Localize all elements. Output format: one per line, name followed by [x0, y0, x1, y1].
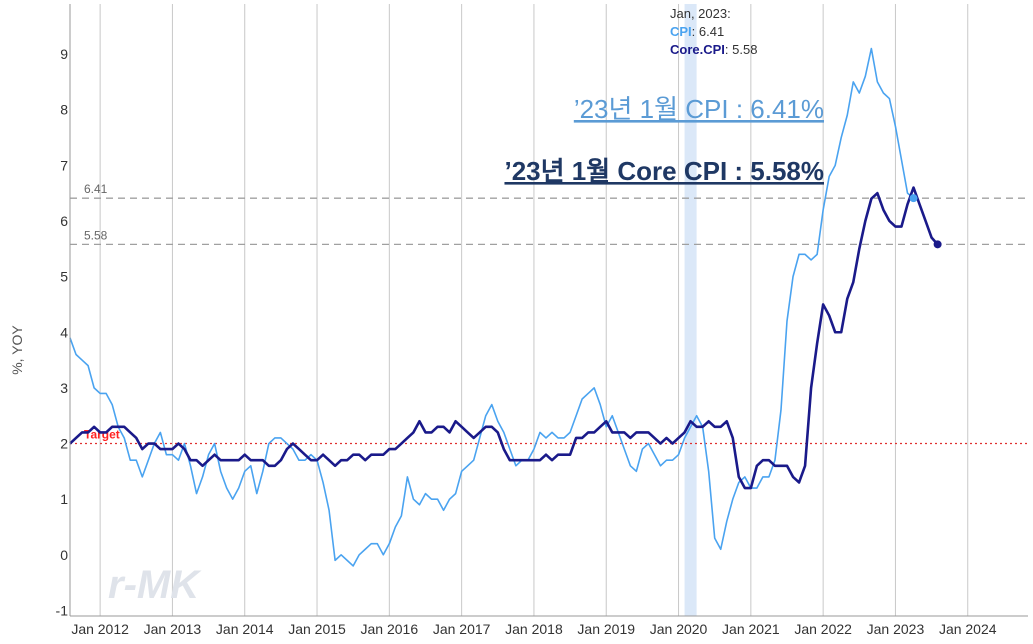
series-lines: [69, 47, 939, 567]
highlight-band: [684, 4, 697, 616]
tooltip-cpi-name: CPI: [670, 24, 692, 39]
tooltip: Jan, 2023: CPI: 6.41 Core.CPI: 5.58: [670, 6, 757, 57]
tooltip-cpi-colon: :: [692, 24, 699, 39]
tooltip-header: Jan, 2023:: [670, 6, 731, 21]
tooltip-core-colon: :: [725, 42, 732, 57]
series-line-core-cpi: [69, 186, 939, 490]
annotation-core-cpi: ’23년 1월 Core CPI : 5.58%: [504, 156, 824, 186]
y-tick-label: -1: [56, 602, 69, 618]
tooltip-core-value: 5.58: [732, 42, 757, 57]
x-tick-label: Jan 2017: [433, 621, 491, 637]
vertical-gridlines: [99, 4, 969, 616]
x-tick-label: Jan 2013: [144, 621, 202, 637]
y-tick-label: 0: [60, 547, 68, 563]
series-line-cpi: [69, 47, 915, 567]
target-label: Target: [84, 428, 120, 442]
last-point-cpi: [909, 194, 918, 203]
last-point-core-cpi: [933, 240, 942, 249]
tooltip-core-name: Core.CPI: [670, 42, 725, 57]
x-tick-label: Jan 2022: [794, 621, 852, 637]
reference-line-label: 5.58: [84, 228, 108, 242]
highlight-band-rect: [684, 4, 697, 616]
x-tick-label: Jan 2019: [577, 621, 635, 637]
tooltip-core-row: Core.CPI: 5.58: [670, 42, 757, 57]
y-tick-label: 9: [60, 46, 68, 62]
y-tick-label: 1: [60, 491, 68, 507]
annotation-cpi: ’23년 1월 CPI : 6.41%: [574, 94, 824, 124]
last-points: [909, 194, 942, 249]
y-axis: -1 0 1 2 3 4 5 6 7 8 9: [56, 4, 71, 618]
tooltip-cpi-row: CPI: 6.41: [670, 24, 724, 39]
watermark-logo: r-MK: [108, 563, 202, 607]
y-tick-label: 4: [60, 324, 68, 340]
x-tick-label: Jan 2016: [361, 621, 419, 637]
y-tick-label: 3: [60, 380, 68, 396]
x-tick-label: Jan 2012: [71, 621, 129, 637]
target-line: Target: [70, 428, 1028, 445]
x-tick-label: Jan 2018: [505, 621, 563, 637]
reference-lines: 6.41 5.58: [70, 182, 1028, 245]
x-tick-label: Jan 2014: [216, 621, 274, 637]
x-tick-label: Jan 2021: [722, 621, 780, 637]
y-tick-label: 2: [60, 436, 68, 452]
x-tick-label: Jan 2023: [867, 621, 925, 637]
y-tick-label: 5: [60, 269, 68, 285]
x-tick-label: Jan 2024: [939, 621, 997, 637]
x-tick-label: Jan 2020: [650, 621, 708, 637]
annotations: ’23년 1월 CPI : 6.41% ’23년 1월 Core CPI : 5…: [504, 94, 824, 186]
y-tick-label: 7: [60, 157, 68, 173]
y-axis-title: %, YOY: [9, 325, 25, 375]
y-tick-label: 6: [60, 213, 68, 229]
y-tick-label: 8: [60, 102, 68, 118]
x-axis: Jan 2012 Jan 2013 Jan 2014 Jan 2015 Jan 2016…: [70, 615, 1028, 637]
x-tick-label: Jan 2015: [288, 621, 346, 637]
tooltip-cpi-value: 6.41: [699, 24, 724, 39]
reference-line-label: 6.41: [84, 182, 108, 196]
